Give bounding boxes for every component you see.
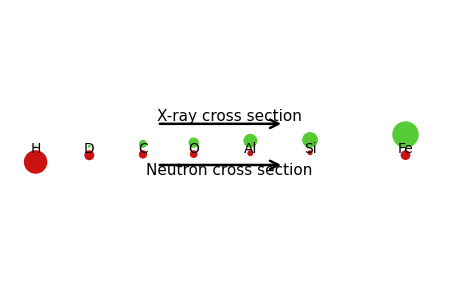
Circle shape [140,151,146,158]
Circle shape [303,133,317,147]
Text: Al: Al [244,141,257,156]
Text: Neutron cross section: Neutron cross section [146,163,313,178]
Text: H: H [30,141,41,156]
Text: D: D [84,141,95,156]
Text: O: O [188,141,199,156]
Circle shape [308,151,312,154]
Text: C: C [138,141,148,156]
Text: X-ray cross section: X-ray cross section [157,109,302,125]
Circle shape [190,151,197,157]
Circle shape [248,151,252,156]
Circle shape [189,138,198,147]
Circle shape [24,151,47,173]
Circle shape [35,146,36,147]
Circle shape [393,122,418,147]
Text: Si: Si [304,141,316,156]
Circle shape [85,151,94,160]
Circle shape [244,135,257,147]
Circle shape [401,151,410,159]
Circle shape [89,146,90,147]
Text: Fe: Fe [397,141,414,156]
Circle shape [140,141,146,147]
